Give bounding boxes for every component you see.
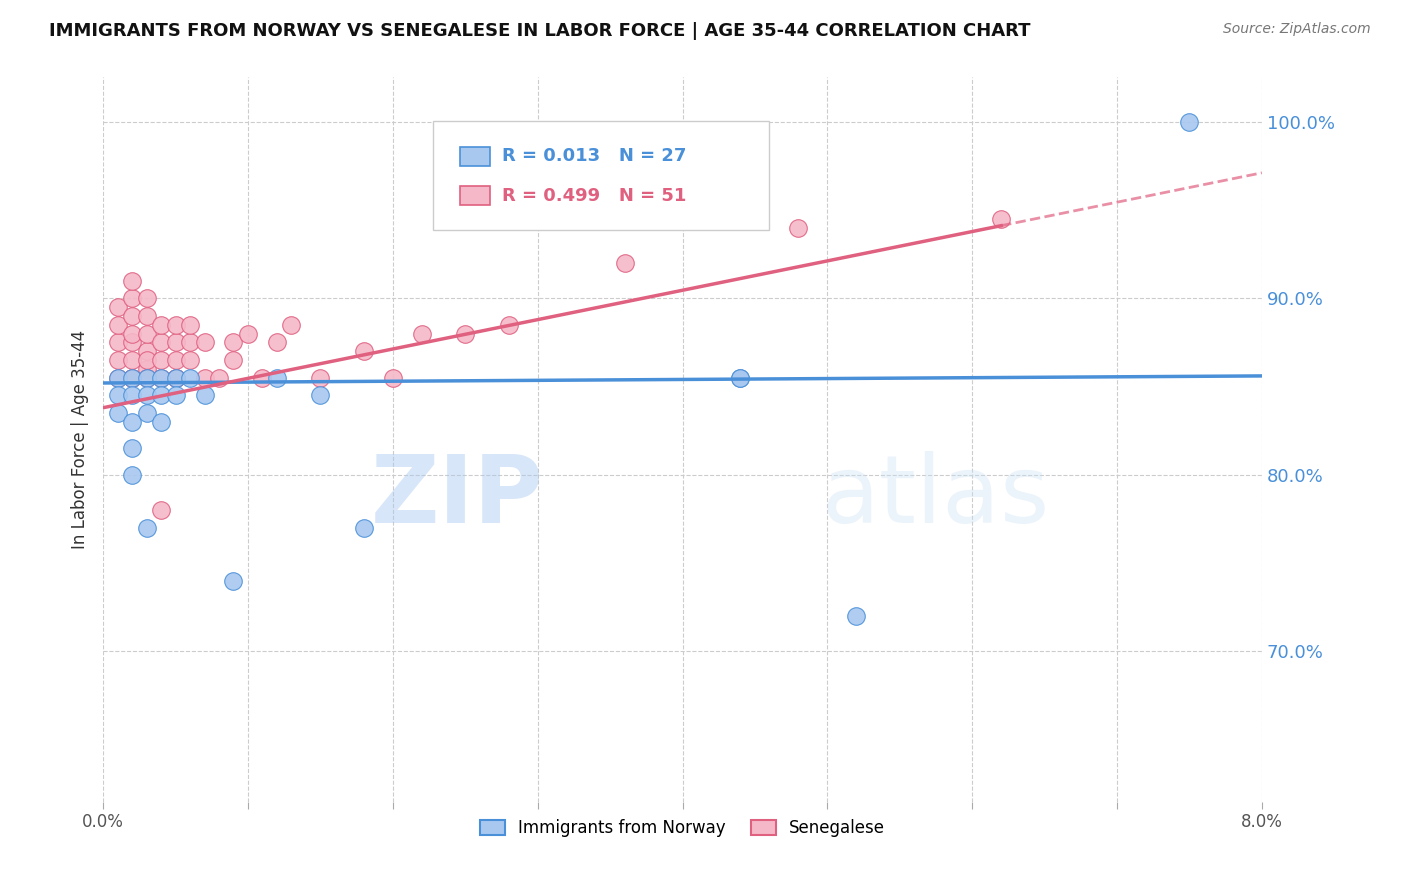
Point (107, 353, 129, 368)
FancyBboxPatch shape (460, 186, 491, 205)
Point (150, 415, 173, 429)
Point (193, 370, 215, 384)
Text: R = 0.499   N = 51: R = 0.499 N = 51 (502, 187, 686, 205)
Point (150, 335, 173, 350)
Point (845, 609, 868, 624)
Text: atlas: atlas (821, 451, 1050, 543)
Point (150, 370, 173, 384)
Point (107, 370, 129, 384)
Point (266, 370, 288, 384)
Y-axis label: In Labor Force | Age 35-44: In Labor Force | Age 35-44 (72, 330, 89, 549)
Point (787, 220, 810, 235)
Point (121, 388, 143, 402)
Point (165, 370, 187, 384)
Point (121, 370, 143, 384)
Point (135, 353, 157, 368)
Point (135, 291, 157, 305)
Point (121, 353, 143, 368)
Point (165, 370, 187, 384)
Text: Source: ZipAtlas.com: Source: ZipAtlas.com (1223, 22, 1371, 37)
FancyBboxPatch shape (433, 121, 769, 229)
Point (107, 370, 129, 384)
Point (121, 309, 143, 323)
Text: ZIP: ZIP (371, 451, 544, 543)
Point (236, 326, 259, 341)
Point (107, 388, 129, 402)
Point (165, 318, 187, 332)
Point (135, 406, 157, 420)
Point (353, 521, 375, 535)
Point (179, 318, 201, 332)
Point (222, 574, 245, 588)
Point (121, 467, 143, 482)
Point (135, 309, 157, 323)
Point (121, 442, 143, 456)
Point (730, 370, 752, 384)
Point (121, 370, 143, 384)
Point (121, 335, 143, 350)
Point (150, 318, 173, 332)
Point (107, 335, 129, 350)
Point (730, 370, 752, 384)
Point (135, 388, 157, 402)
Point (208, 370, 231, 384)
Point (179, 335, 201, 350)
Point (135, 521, 157, 535)
Point (135, 370, 157, 384)
Point (121, 326, 143, 341)
Point (135, 326, 157, 341)
Point (135, 344, 157, 359)
Point (165, 335, 187, 350)
Point (381, 370, 404, 384)
Text: IMMIGRANTS FROM NORWAY VS SENEGALESE IN LABOR FORCE | AGE 35-44 CORRELATION CHAR: IMMIGRANTS FROM NORWAY VS SENEGALESE IN … (49, 22, 1031, 40)
Point (613, 256, 636, 270)
Point (193, 388, 215, 402)
Point (179, 370, 201, 384)
Point (222, 335, 245, 350)
Point (165, 353, 187, 368)
Point (150, 370, 173, 384)
Point (309, 388, 332, 402)
Legend: Immigrants from Norway, Senegalese: Immigrants from Norway, Senegalese (474, 813, 891, 844)
Point (121, 291, 143, 305)
Point (179, 353, 201, 368)
Point (150, 503, 173, 517)
Point (990, 211, 1012, 226)
Point (150, 388, 173, 402)
Point (121, 274, 143, 288)
Point (498, 318, 520, 332)
Point (1178, 114, 1201, 128)
FancyBboxPatch shape (460, 147, 491, 166)
Point (107, 300, 129, 314)
Text: R = 0.013   N = 27: R = 0.013 N = 27 (502, 147, 686, 165)
Point (280, 318, 302, 332)
Point (454, 326, 477, 341)
Point (266, 335, 288, 350)
Point (135, 362, 157, 376)
Point (121, 415, 143, 429)
Point (135, 370, 157, 384)
Point (309, 370, 332, 384)
Point (121, 370, 143, 384)
Point (222, 353, 245, 368)
Point (165, 370, 187, 384)
Point (353, 344, 375, 359)
Point (252, 370, 274, 384)
Point (150, 353, 173, 368)
Point (411, 326, 433, 341)
Point (165, 388, 187, 402)
Point (107, 318, 129, 332)
Point (193, 335, 215, 350)
Point (107, 406, 129, 420)
